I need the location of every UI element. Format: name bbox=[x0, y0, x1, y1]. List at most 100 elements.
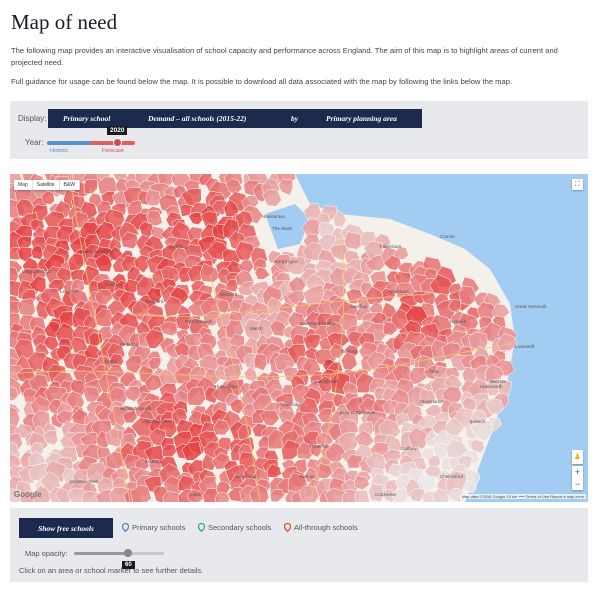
planning-area[interactable] bbox=[485, 398, 504, 415]
planning-area[interactable] bbox=[187, 211, 204, 226]
phase-select[interactable]: Primary school bbox=[63, 114, 111, 123]
planning-area[interactable] bbox=[55, 487, 73, 502]
planning-area[interactable] bbox=[346, 454, 363, 469]
planning-area[interactable] bbox=[120, 231, 139, 249]
planning-area[interactable] bbox=[144, 374, 163, 391]
planning-area[interactable] bbox=[332, 209, 347, 228]
planning-area[interactable] bbox=[382, 321, 398, 336]
planning-area[interactable] bbox=[354, 475, 371, 491]
pin-icon bbox=[198, 523, 205, 532]
planning-area[interactable] bbox=[285, 256, 308, 275]
planning-area[interactable] bbox=[462, 480, 477, 494]
map-attribution[interactable]: Map data ©2018 Google 10 km ⎯⎯⎯ Terms of… bbox=[459, 494, 586, 499]
planning-area[interactable] bbox=[470, 419, 494, 442]
planning-area[interactable] bbox=[146, 210, 163, 227]
planning-area[interactable] bbox=[365, 254, 385, 272]
planning-area[interactable] bbox=[281, 439, 303, 461]
planning-area[interactable] bbox=[329, 244, 349, 262]
legend-all-through[interactable]: All-through schools bbox=[284, 523, 358, 532]
place-label: Colchester bbox=[375, 492, 397, 497]
planning-area[interactable] bbox=[42, 430, 59, 446]
planning-area[interactable] bbox=[94, 488, 115, 502]
place-label: Chelmsford bbox=[440, 474, 464, 479]
planning-area[interactable] bbox=[159, 321, 178, 337]
planning-area[interactable] bbox=[261, 189, 282, 207]
zoom-in-button[interactable]: + bbox=[574, 467, 581, 477]
planning-area[interactable] bbox=[323, 487, 349, 502]
planning-area[interactable] bbox=[211, 200, 228, 216]
planning-area[interactable] bbox=[179, 204, 195, 217]
planning-area[interactable] bbox=[407, 426, 429, 450]
map-type-bw[interactable]: B&W bbox=[60, 180, 80, 190]
planning-area[interactable] bbox=[10, 386, 19, 402]
planning-area[interactable] bbox=[431, 488, 450, 503]
planning-area[interactable] bbox=[486, 378, 502, 397]
planning-area[interactable] bbox=[145, 189, 162, 206]
planning-area[interactable] bbox=[309, 444, 323, 458]
planning-area[interactable] bbox=[186, 386, 207, 406]
planning-area[interactable] bbox=[368, 483, 385, 502]
planning-area[interactable] bbox=[125, 354, 143, 374]
planning-area[interactable] bbox=[383, 255, 402, 271]
planning-area[interactable] bbox=[470, 439, 485, 454]
planning-area[interactable] bbox=[213, 419, 230, 436]
planning-area[interactable] bbox=[122, 410, 138, 424]
planning-area[interactable] bbox=[225, 279, 239, 293]
planning-area[interactable] bbox=[432, 442, 450, 459]
zoom-out-button[interactable]: − bbox=[574, 479, 581, 489]
planning-area[interactable] bbox=[144, 328, 165, 349]
fullscreen-icon[interactable]: ⛶ bbox=[572, 179, 583, 190]
planning-area[interactable] bbox=[424, 465, 443, 479]
planning-area[interactable] bbox=[458, 285, 478, 305]
planning-area[interactable] bbox=[94, 221, 117, 242]
planning-area[interactable] bbox=[214, 491, 231, 502]
opacity-slider-track[interactable] bbox=[74, 552, 164, 555]
planning-area[interactable] bbox=[109, 486, 130, 502]
planning-area[interactable] bbox=[162, 490, 183, 502]
planning-area[interactable] bbox=[345, 395, 366, 416]
opacity-slider-handle[interactable] bbox=[124, 549, 132, 557]
planning-area[interactable] bbox=[301, 242, 325, 261]
planning-area[interactable] bbox=[94, 253, 113, 273]
planning-area[interactable] bbox=[390, 487, 408, 502]
planning-area[interactable] bbox=[10, 488, 22, 502]
planning-area[interactable] bbox=[354, 489, 370, 502]
planning-area[interactable] bbox=[201, 453, 217, 471]
planning-area[interactable] bbox=[146, 287, 162, 304]
need-map[interactable]: Map Satellite B&W ⛶ ♟ + − Google Map dat… bbox=[10, 174, 588, 502]
planning-area[interactable] bbox=[129, 484, 152, 502]
planning-area[interactable] bbox=[259, 410, 280, 427]
area-select[interactable]: Primary planning area bbox=[326, 114, 397, 123]
planning-area[interactable] bbox=[269, 489, 285, 502]
map-canvas[interactable] bbox=[10, 174, 588, 502]
pin-icon bbox=[122, 523, 129, 532]
map-type-satellite[interactable]: Satellite bbox=[33, 180, 60, 190]
planning-area[interactable] bbox=[269, 319, 286, 337]
planning-area[interactable] bbox=[40, 190, 55, 206]
planning-area[interactable] bbox=[497, 379, 512, 397]
planning-area[interactable] bbox=[296, 441, 316, 460]
planning-area[interactable] bbox=[496, 332, 518, 351]
legend-secondary[interactable]: Secondary schools bbox=[198, 523, 271, 532]
planning-area[interactable] bbox=[123, 385, 141, 402]
pegman-icon[interactable]: ♟ bbox=[572, 450, 583, 464]
planning-area[interactable] bbox=[31, 485, 53, 502]
planning-area[interactable] bbox=[254, 266, 271, 280]
planning-area[interactable] bbox=[419, 388, 436, 406]
planning-area[interactable] bbox=[253, 353, 268, 371]
planning-area[interactable] bbox=[186, 489, 205, 502]
planning-area[interactable] bbox=[381, 287, 396, 303]
show-free-schools-button[interactable]: Show free schools bbox=[19, 518, 113, 538]
planning-area[interactable] bbox=[223, 199, 240, 218]
planning-area[interactable] bbox=[343, 231, 363, 250]
year-slider-handle[interactable] bbox=[113, 138, 122, 147]
map-type-map[interactable]: Map bbox=[14, 180, 33, 190]
page-title: Map of need bbox=[11, 10, 118, 34]
legend-primary[interactable]: Primary schools bbox=[122, 523, 185, 532]
planning-area[interactable] bbox=[181, 441, 202, 461]
planning-area[interactable] bbox=[277, 178, 294, 196]
planning-area[interactable] bbox=[408, 488, 426, 502]
planning-area[interactable] bbox=[199, 262, 221, 283]
planning-area[interactable] bbox=[393, 246, 409, 260]
metric-select[interactable]: Demand – all schools (2015-22) bbox=[148, 114, 247, 123]
